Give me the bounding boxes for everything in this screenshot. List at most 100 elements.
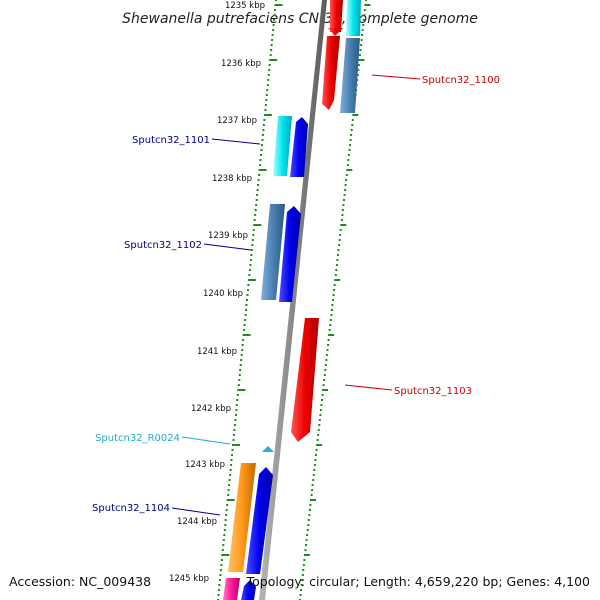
inner-ruler-tick bbox=[307, 524, 310, 526]
kbp-label-1236: 1236 kbp bbox=[221, 59, 261, 69]
inner-ruler-tick bbox=[314, 454, 317, 456]
ruler-tick bbox=[249, 264, 252, 266]
ruler-tick bbox=[222, 539, 225, 541]
label-sputcn32-1103: Sputcn32_1103 bbox=[394, 386, 472, 397]
ruler-tick bbox=[257, 179, 260, 181]
inner-ruler-tick bbox=[345, 179, 348, 181]
ruler-tick bbox=[262, 129, 265, 131]
inner-ruler-tick bbox=[363, 14, 366, 16]
label-sputcn32-1104: Sputcn32_1104 bbox=[92, 503, 170, 514]
inner-ruler-tick bbox=[333, 284, 336, 286]
inner-ruler-tick bbox=[333, 289, 336, 291]
genome-backbone bbox=[259, 0, 327, 600]
ruler-tick bbox=[246, 294, 249, 296]
ruler-tick bbox=[260, 149, 263, 151]
ruler-tick bbox=[218, 589, 220, 591]
ruler-tick bbox=[247, 289, 249, 291]
inner-ruler-tick bbox=[306, 529, 309, 531]
ruler-tick bbox=[230, 464, 233, 466]
inner-ruler-tick bbox=[362, 24, 365, 26]
steel-feature-1100 bbox=[340, 38, 360, 113]
inner-ruler-tick bbox=[348, 149, 351, 151]
ruler-tick bbox=[235, 404, 238, 406]
inner-ruler-tick bbox=[303, 559, 306, 561]
ruler-tick bbox=[251, 244, 254, 246]
ruler-tick bbox=[238, 374, 241, 376]
ruler-tick bbox=[271, 39, 274, 41]
ruler-tick bbox=[261, 144, 263, 146]
ruler-tick bbox=[263, 114, 272, 116]
ruler-tick bbox=[244, 314, 247, 316]
ruler-tick bbox=[229, 474, 232, 476]
inner-ruler-tick bbox=[361, 34, 364, 36]
ruler-tick bbox=[269, 59, 278, 61]
inner-ruler-tick bbox=[308, 514, 311, 516]
ruler-tick bbox=[256, 189, 259, 191]
inner-ruler-tick bbox=[318, 424, 321, 426]
inner-ruler-tick bbox=[302, 564, 305, 566]
ruler-tick bbox=[259, 159, 262, 161]
inner-ruler-tick bbox=[314, 459, 317, 461]
inner-ruler-tick bbox=[343, 194, 346, 196]
ruler-tick bbox=[236, 399, 239, 401]
inner-ruler-tick bbox=[320, 404, 323, 406]
inner-ruler-tick bbox=[358, 54, 361, 56]
inner-ruler-tick bbox=[338, 244, 341, 246]
inner-ruler-tick bbox=[339, 229, 342, 231]
inner-ruler-tick bbox=[342, 204, 345, 206]
leader-sputcn32-1103 bbox=[344, 384, 393, 391]
inner-ruler-tick bbox=[309, 504, 312, 506]
inner-ruler-tick bbox=[326, 349, 329, 351]
ruler-tick bbox=[233, 424, 236, 426]
inner-ruler-tick bbox=[351, 124, 354, 126]
inner-ruler-tick bbox=[302, 569, 305, 571]
ruler-tick bbox=[261, 134, 264, 136]
ruler-tick bbox=[254, 214, 257, 216]
inner-ruler-tick bbox=[357, 69, 360, 71]
ruler-tick bbox=[267, 79, 270, 81]
ruler-tick bbox=[231, 454, 233, 456]
ruler-tick bbox=[252, 234, 255, 236]
inner-ruler-tick bbox=[321, 394, 324, 396]
cyan-feature-1101 bbox=[273, 116, 292, 176]
inner-ruler-tick bbox=[344, 189, 347, 191]
features bbox=[223, 0, 361, 600]
inner-ruler-tick bbox=[329, 319, 332, 321]
ruler-tick bbox=[255, 199, 258, 201]
ruler-tick bbox=[251, 239, 254, 241]
inner-ruler-tick bbox=[301, 574, 304, 576]
inner-ruler-tick bbox=[318, 419, 321, 421]
kbp-label-1243: 1243 kbp bbox=[185, 460, 225, 470]
inner-ruler-tick bbox=[331, 304, 334, 306]
ruler-tick bbox=[246, 299, 248, 301]
trna-sputcn32-r0024 bbox=[262, 446, 274, 452]
inner-ruler-tick bbox=[304, 549, 307, 551]
inner-ruler-tick bbox=[305, 544, 308, 546]
leader-sputcn32-1104 bbox=[171, 507, 221, 516]
inner-ruler-tick bbox=[346, 169, 353, 171]
gene-sputcn32-1103 bbox=[291, 318, 319, 442]
ruler-tick bbox=[265, 94, 268, 96]
orange-feature-1104 bbox=[228, 463, 256, 572]
ruler-tick bbox=[227, 489, 230, 491]
ruler-tick bbox=[259, 164, 262, 166]
ruler-tick bbox=[234, 414, 237, 416]
inner-ruler-tick bbox=[322, 389, 329, 391]
inner-ruler-tick bbox=[306, 534, 309, 536]
ruler-tick bbox=[270, 44, 273, 46]
inner-ruler-tick bbox=[335, 269, 338, 271]
ruler-tick bbox=[239, 364, 242, 366]
ruler-tick bbox=[231, 449, 234, 451]
inner-ruler-tick bbox=[365, 0, 367, 1]
ruler-tick bbox=[245, 304, 248, 306]
inner-ruler-tick bbox=[364, 4, 371, 6]
ruler-tick bbox=[272, 29, 275, 31]
gene-sputcn32-1100 bbox=[322, 36, 340, 110]
inner-ruler-tick bbox=[325, 354, 328, 356]
ruler-tick bbox=[234, 419, 237, 421]
leader-sputcn32-1102 bbox=[203, 243, 252, 251]
inner-ruler-tick bbox=[316, 444, 323, 446]
inner-ruler-tick bbox=[311, 484, 314, 486]
ruler-tick bbox=[226, 499, 235, 501]
inner-ruler-tick bbox=[336, 259, 339, 261]
